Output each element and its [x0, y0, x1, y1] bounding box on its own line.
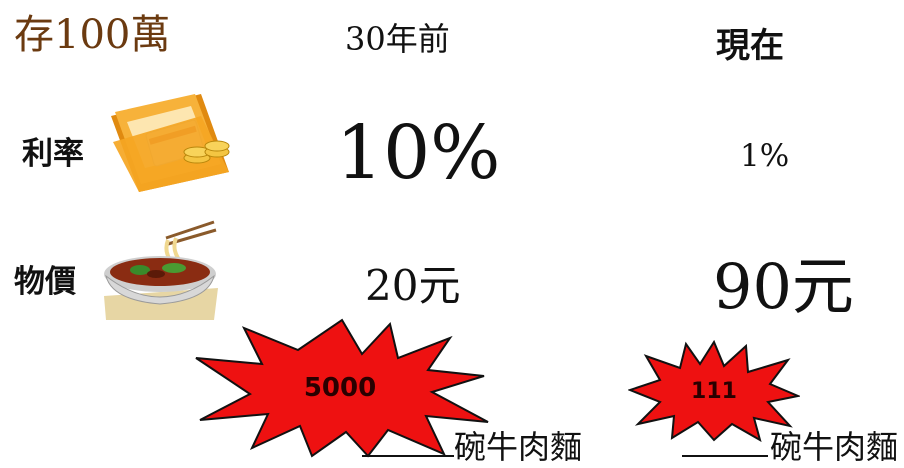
starburst-now: 111: [628, 340, 800, 442]
noodle-bowl-icon: [104, 220, 218, 320]
price-now: 90元: [713, 250, 854, 323]
count-now: 111: [691, 379, 737, 404]
rate-now: 1%: [740, 138, 790, 174]
rate-then: 10%: [336, 110, 501, 196]
row-label-price: 物價: [14, 264, 76, 300]
row-label-rate: 利率: [22, 136, 84, 172]
column-header-now: 現在: [716, 26, 784, 66]
folder-coins-icon: [111, 94, 230, 192]
page-title: 存100萬: [14, 12, 171, 58]
starburst-then: 5000: [195, 318, 489, 458]
count-then: 5000: [304, 373, 376, 403]
column-header-then: 30年前: [345, 20, 450, 58]
blank-line-then: [362, 455, 454, 457]
price-then: 20元: [365, 261, 461, 310]
blank-line-now: [682, 455, 768, 457]
bowls-unit-now: 碗牛肉麵: [770, 428, 899, 466]
bowls-unit-then: 碗牛肉麵: [454, 428, 583, 466]
